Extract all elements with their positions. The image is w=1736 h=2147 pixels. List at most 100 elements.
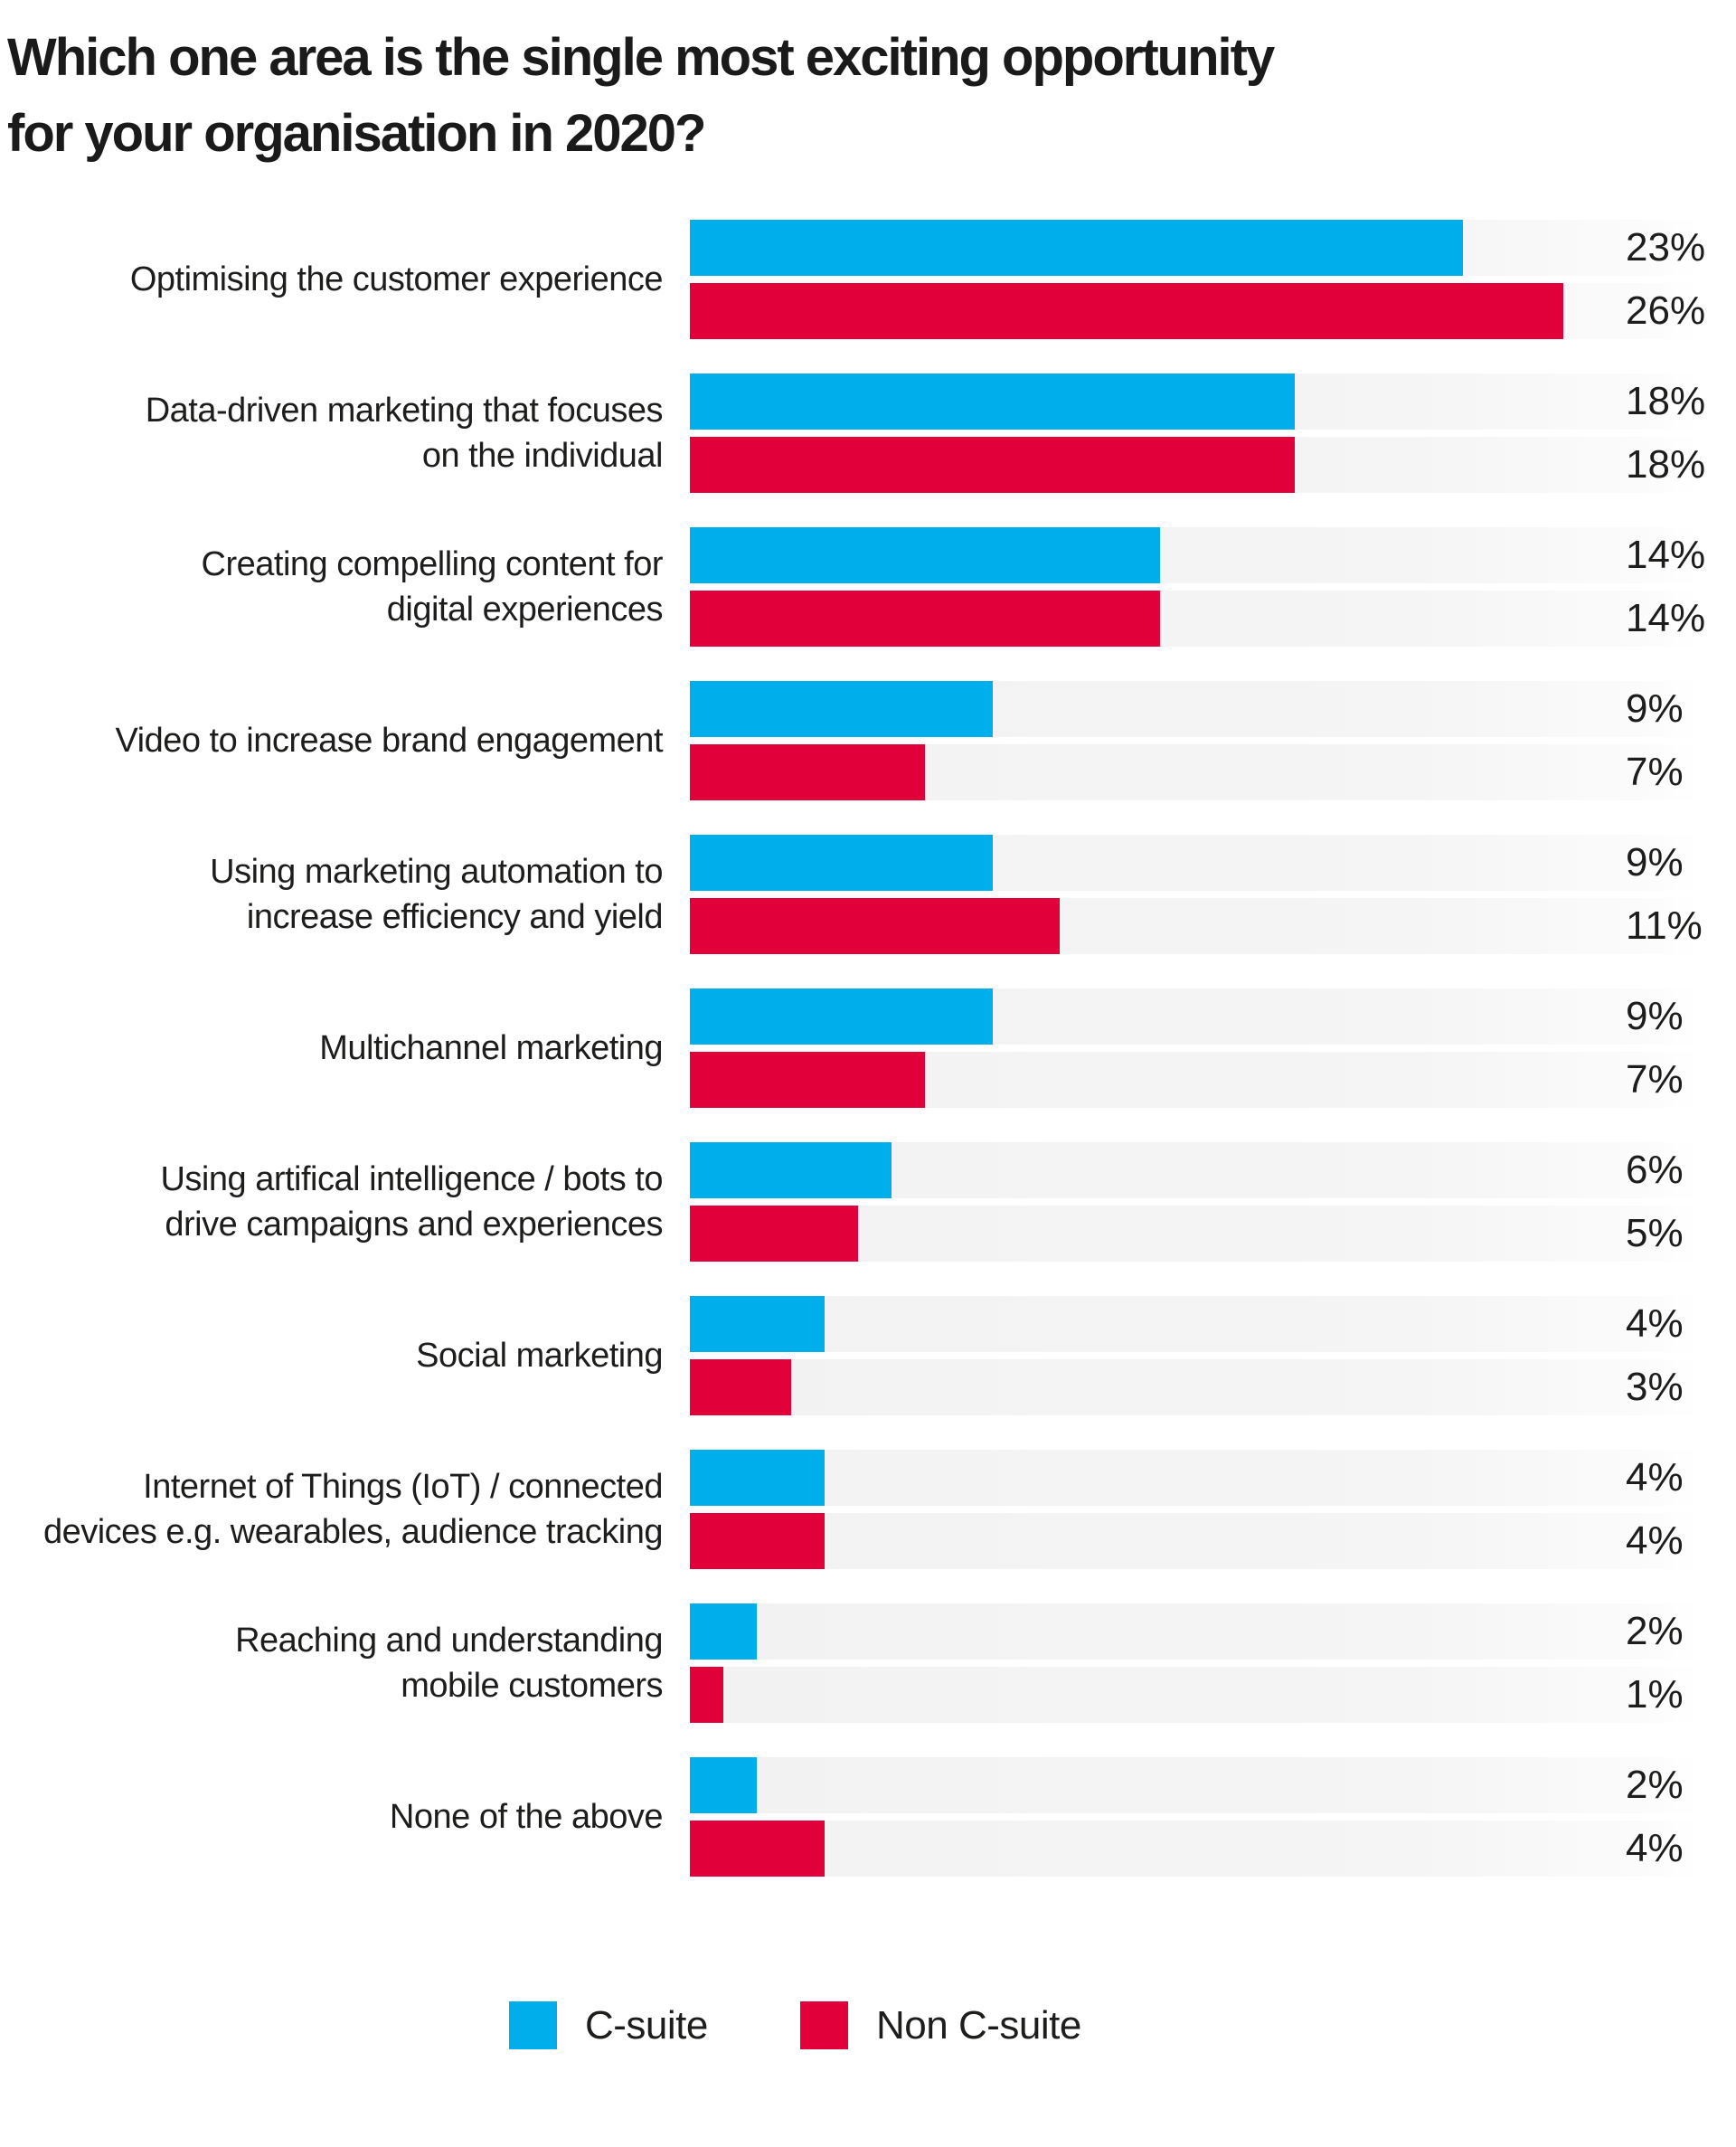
bar-track-non-c-suite: 4% (690, 1513, 1698, 1569)
bar-track-non-c-suite: 11% (690, 898, 1703, 954)
chart-row: Creating compelling content for digital e… (0, 527, 1736, 647)
value-label-c-suite: 9% (1626, 994, 1684, 1038)
category-label-line: mobile customers (401, 1667, 663, 1705)
bar-c-suite (690, 681, 993, 737)
legend-label-csuite: C-suite (585, 2002, 708, 2048)
value-label-non-c-suite: 4% (1626, 1826, 1684, 1870)
bar-track-non-c-suite: 18% (690, 437, 1705, 493)
category-label: Optimising the customer experience (0, 257, 664, 302)
value-label-c-suite: 2% (1626, 1763, 1684, 1807)
value-label-c-suite: 2% (1626, 1609, 1684, 1653)
bar-group: 9% 7% (690, 681, 1698, 800)
value-label-c-suite: 4% (1626, 1455, 1684, 1499)
bar-non-c-suite (690, 1206, 858, 1262)
bar-track-c-suite: 9% (690, 835, 1698, 891)
category-label-line: None of the above (389, 1798, 664, 1836)
bar-non-c-suite (690, 1513, 825, 1569)
bar-group: 9% 7% (690, 988, 1698, 1108)
value-label-non-c-suite: 26% (1626, 288, 1706, 333)
value-label-non-c-suite: 7% (1626, 1057, 1684, 1102)
bar-track-c-suite: 9% (690, 988, 1698, 1045)
value-label-c-suite: 18% (1626, 379, 1706, 423)
bar-track-c-suite: 9% (690, 681, 1698, 737)
bar-group: 9% 11% (690, 835, 1703, 954)
bar-track-non-c-suite: 5% (690, 1206, 1698, 1262)
category-label-line: Video to increase brand engagement (115, 722, 663, 760)
bar-c-suite (690, 988, 993, 1045)
value-label-non-c-suite: 5% (1626, 1211, 1684, 1255)
legend-item-csuite: C-suite (509, 2001, 708, 2049)
chart-row: Internet of Things (IoT) / connected devi… (0, 1450, 1736, 1569)
chart-title-line2: for your organisation in 2020? (7, 104, 706, 163)
bar-c-suite (690, 374, 1295, 430)
bar-non-c-suite (690, 1359, 791, 1415)
category-label: Using marketing automation to increase ef… (0, 849, 663, 940)
bar-non-c-suite (690, 744, 926, 800)
bar-c-suite (690, 835, 993, 891)
value-label-c-suite: 23% (1626, 225, 1706, 270)
category-label-line: Using marketing automation to (210, 853, 663, 891)
bar-non-c-suite (690, 1667, 724, 1723)
bar-track-c-suite: 6% (690, 1142, 1698, 1198)
value-label-non-c-suite: 3% (1626, 1365, 1684, 1409)
category-label-line: Multichannel marketing (319, 1029, 663, 1067)
bar-track-non-c-suite: 4% (690, 1821, 1698, 1877)
bar-track-c-suite: 23% (690, 220, 1705, 276)
category-label: Reaching and understanding mobile custome… (0, 1618, 663, 1708)
chart-row: Optimising the customer experience 23% 26% (0, 220, 1736, 339)
bar-c-suite (690, 1757, 758, 1813)
bar-group: 18% 18% (690, 374, 1705, 493)
bar-c-suite (690, 1296, 825, 1352)
value-label-non-c-suite: 14% (1626, 596, 1706, 640)
bar-non-c-suite (690, 437, 1295, 493)
category-label-line: Reaching and understanding (235, 1622, 663, 1660)
chart-row: Multichannel marketing 9% 7% (0, 988, 1736, 1108)
bar-group: 14% 14% (690, 527, 1705, 647)
chart-row: None of the above 2% 4% (0, 1757, 1736, 1877)
bar-group: 6% 5% (690, 1142, 1698, 1262)
chart-row: Reaching and understanding mobile custome… (0, 1603, 1736, 1723)
bar-c-suite (690, 1603, 758, 1660)
category-label-line: Social marketing (416, 1337, 663, 1375)
bar-group: 4% 3% (690, 1296, 1698, 1415)
bar-track-non-c-suite: 7% (690, 1052, 1698, 1108)
category-label: Multichannel marketing (0, 1026, 663, 1071)
bar-c-suite (690, 527, 1161, 583)
category-label-line: Data-driven marketing that focuses (145, 392, 664, 430)
category-label: Video to increase brand engagement (0, 718, 663, 763)
category-label-line: Using artifical intelligence / bots to (160, 1160, 663, 1198)
category-label-line: digital experiences (386, 591, 664, 629)
category-label-line: drive campaigns and experiences (165, 1206, 663, 1244)
bar-track-non-c-suite: 14% (690, 591, 1705, 647)
bar-track-non-c-suite: 26% (690, 283, 1705, 339)
bar-track-c-suite: 2% (690, 1757, 1698, 1813)
value-label-c-suite: 9% (1626, 840, 1684, 884)
chart-row: Video to increase brand engagement 9% 7% (0, 681, 1736, 800)
category-label-line: Creating compelling content for (201, 545, 664, 583)
category-label-line: on the individual (421, 437, 664, 475)
bar-non-c-suite (690, 591, 1161, 647)
bar-c-suite (690, 1450, 825, 1506)
category-label-line: Optimising the customer experience (129, 260, 664, 298)
category-label-line: Internet of Things (IoT) / connected (143, 1468, 663, 1506)
value-label-non-c-suite: 18% (1626, 442, 1706, 487)
bar-non-c-suite (690, 898, 1060, 954)
bar-non-c-suite (690, 1052, 926, 1108)
chart-title: Which one area is the single most exciti… (7, 20, 1275, 172)
category-label: Using artifical intelligence / bots to dr… (0, 1157, 663, 1247)
chart-title-line1: Which one area is the single most exciti… (7, 28, 1275, 87)
chart-row: Using artifical intelligence / bots to dr… (0, 1142, 1736, 1262)
bar-track-c-suite: 18% (690, 374, 1705, 430)
chart-row: Using marketing automation to increase ef… (0, 835, 1736, 954)
value-label-non-c-suite: 1% (1626, 1672, 1684, 1717)
value-label-non-c-suite: 4% (1626, 1518, 1684, 1563)
bar-non-c-suite (690, 1821, 825, 1877)
chart-legend: C-suite Non C-suite (0, 2001, 1736, 2049)
value-label-c-suite: 6% (1626, 1148, 1684, 1192)
legend-swatch-csuite (509, 2001, 557, 2049)
bar-group: 23% 26% (690, 220, 1705, 339)
value-label-c-suite: 4% (1626, 1301, 1684, 1346)
category-label-line: increase efficiency and yield (246, 898, 664, 936)
bar-group: 2% 1% (690, 1603, 1698, 1723)
